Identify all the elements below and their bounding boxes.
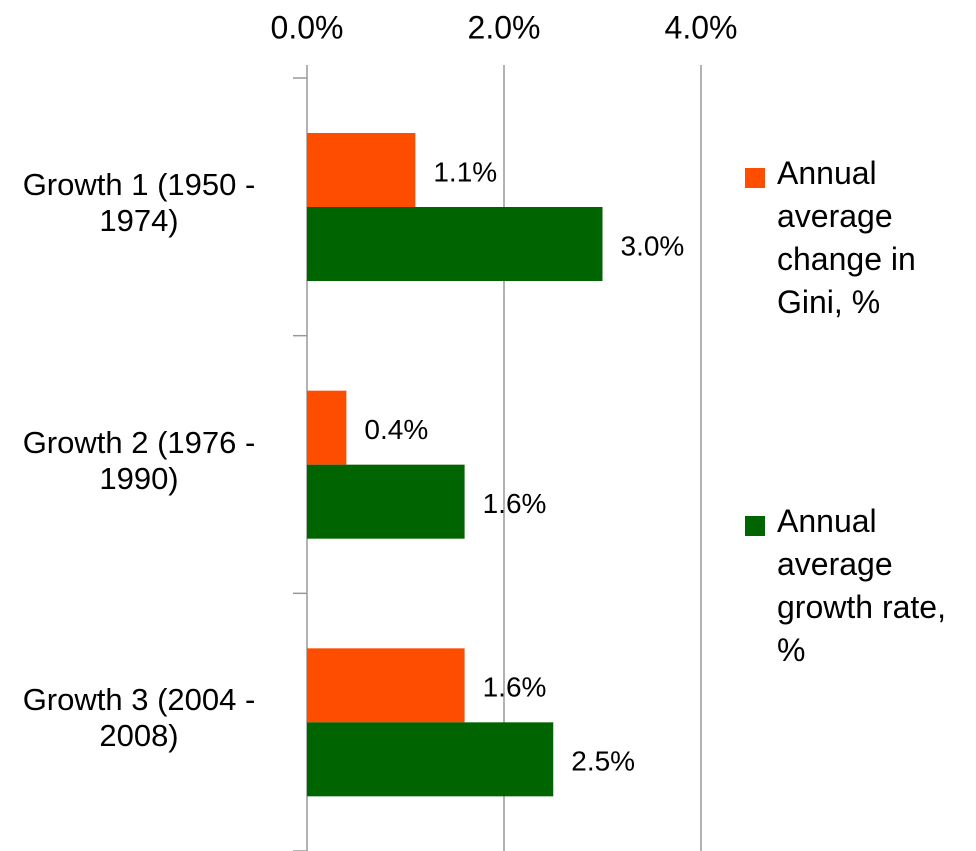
legend-swatch (745, 168, 765, 188)
y-tick-label: Growth 3 (2004 - 2008) (22, 682, 256, 754)
x-tick-label: 0.0% (271, 9, 344, 45)
bar (307, 722, 554, 797)
legend-label: Annual average growth rate, % (777, 503, 946, 668)
data-label: 3.0% (621, 230, 685, 261)
bar (307, 133, 416, 207)
y-tick-label: Growth 2 (1976 - 1990) (22, 424, 256, 496)
data-label: 0.4% (364, 414, 428, 445)
x-tick-label: 4.0% (665, 9, 738, 45)
data-label: 1.6% (483, 672, 547, 703)
data-label: 2.5% (571, 746, 635, 777)
bar (307, 207, 603, 281)
bar (307, 390, 347, 465)
data-label: 1.1% (433, 156, 497, 187)
data-label: 1.6% (483, 488, 547, 519)
legend-label: Annual average change in Gini, % (777, 155, 916, 320)
y-tick-label: Growth 1 (1950 - 1974) (22, 167, 256, 238)
x-tick-label: 2.0% (468, 9, 541, 45)
bar (307, 464, 465, 539)
bar (307, 648, 465, 723)
legend-swatch (745, 516, 765, 536)
